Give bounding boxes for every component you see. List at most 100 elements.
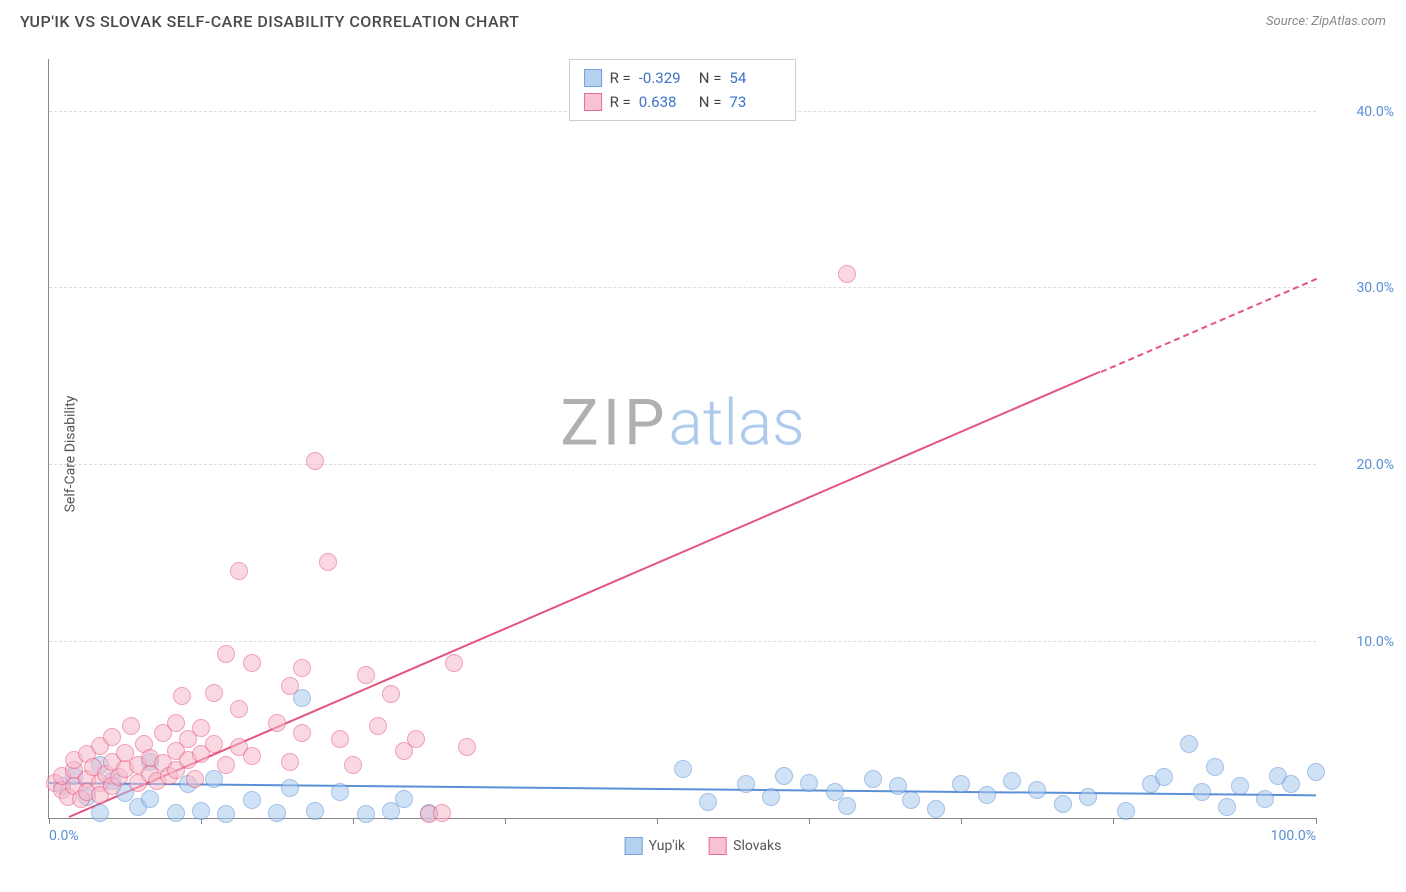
y-tick-label: 10.0% — [1324, 634, 1394, 650]
trend-line — [49, 782, 1316, 796]
data-point — [281, 753, 299, 771]
data-point — [800, 774, 818, 792]
data-point — [445, 654, 463, 672]
data-point — [902, 791, 920, 809]
data-point — [1282, 775, 1300, 793]
data-point — [1155, 768, 1173, 786]
y-tick-label: 30.0% — [1324, 280, 1394, 296]
data-point — [281, 677, 299, 695]
data-point — [864, 770, 882, 788]
data-point — [319, 553, 337, 571]
data-point — [458, 738, 476, 756]
data-point — [1180, 735, 1198, 753]
x-tick-label: 0.0% — [49, 828, 79, 844]
x-tick — [1113, 818, 1114, 824]
data-point — [268, 804, 286, 822]
data-point — [192, 719, 210, 737]
data-point — [674, 760, 692, 778]
data-point — [382, 685, 400, 703]
data-point — [927, 800, 945, 818]
data-point — [217, 805, 235, 823]
data-point — [205, 684, 223, 702]
data-point — [1003, 772, 1021, 790]
data-point — [281, 779, 299, 797]
x-tick — [657, 818, 658, 824]
gridline — [49, 464, 1316, 465]
gridline — [49, 287, 1316, 288]
data-point — [1256, 790, 1274, 808]
stat-label-n: N = — [699, 90, 722, 114]
watermark-zip: ZIP — [560, 386, 668, 461]
data-point — [395, 790, 413, 808]
data-point — [331, 783, 349, 801]
data-point — [433, 804, 451, 822]
data-point — [1307, 763, 1325, 781]
stat-label-n: N = — [699, 66, 722, 90]
data-point — [699, 793, 717, 811]
data-point — [167, 714, 185, 732]
data-point — [1117, 802, 1135, 820]
data-point — [952, 775, 970, 793]
data-point — [762, 788, 780, 806]
data-point — [205, 735, 223, 753]
data-point — [293, 659, 311, 677]
data-point — [838, 797, 856, 815]
legend-swatch-yupik — [584, 69, 602, 87]
x-tick — [505, 818, 506, 824]
stat-label-r: R = — [610, 66, 631, 90]
data-point — [1079, 788, 1097, 806]
stat-r-yupik: -0.329 — [639, 66, 691, 90]
data-point — [192, 802, 210, 820]
data-point — [186, 770, 204, 788]
x-tick — [1316, 818, 1317, 824]
data-point — [173, 687, 191, 705]
data-point — [737, 775, 755, 793]
data-point — [243, 747, 261, 765]
x-tick — [49, 818, 50, 824]
data-point — [838, 265, 856, 283]
legend-stats-row-2: R = 0.638 N = 73 — [584, 90, 782, 114]
data-point — [775, 767, 793, 785]
data-point — [243, 791, 261, 809]
data-point — [1054, 795, 1072, 813]
data-point — [357, 805, 375, 823]
legend-stats-row-1: R = -0.329 N = 54 — [584, 66, 782, 90]
stat-label-r: R = — [610, 90, 631, 114]
trend-line — [1100, 278, 1316, 373]
stat-n-slovak: 73 — [729, 90, 781, 114]
legend-label-yupik: Yup'ik — [649, 838, 685, 854]
watermark: ZIPatlas — [560, 386, 804, 461]
legend-item-yupik: Yup'ik — [625, 837, 685, 855]
x-tick — [961, 818, 962, 824]
gridline — [49, 641, 1316, 642]
legend-item-slovak: Slovaks — [709, 837, 781, 855]
data-point — [1218, 798, 1236, 816]
data-point — [306, 452, 324, 470]
chart-container: Self-Care Disability ZIPatlas R = -0.329… — [0, 39, 1406, 869]
data-point — [978, 786, 996, 804]
data-point — [1193, 783, 1211, 801]
trend-line — [69, 371, 1101, 818]
header: YUP'IK VS SLOVAK SELF-CARE DISABILITY CO… — [0, 0, 1406, 39]
data-point — [407, 730, 425, 748]
y-tick-label: 40.0% — [1324, 104, 1394, 120]
legend-swatch-slovak — [584, 93, 602, 111]
data-point — [268, 714, 286, 732]
data-point — [205, 770, 223, 788]
data-point — [230, 700, 248, 718]
data-point — [1206, 758, 1224, 776]
y-tick-label: 20.0% — [1324, 457, 1394, 473]
data-point — [217, 645, 235, 663]
source-attribution: Source: ZipAtlas.com — [1266, 14, 1386, 29]
data-point — [243, 654, 261, 672]
data-point — [1028, 781, 1046, 799]
stat-r-slovak: 0.638 — [639, 90, 691, 114]
data-point — [344, 756, 362, 774]
data-point — [306, 802, 324, 820]
data-point — [141, 790, 159, 808]
data-point — [357, 666, 375, 684]
data-point — [91, 804, 109, 822]
data-point — [122, 717, 140, 735]
data-point — [293, 724, 311, 742]
legend-bottom: Yup'ik Slovaks — [625, 837, 782, 855]
